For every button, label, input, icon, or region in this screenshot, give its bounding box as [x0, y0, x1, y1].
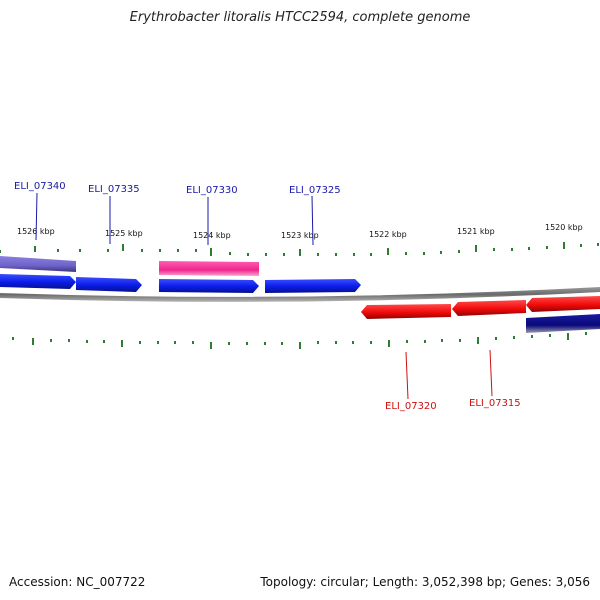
label-leader-lines: [35, 192, 493, 400]
gene-label-eli-07315[interactable]: ELI_07315: [469, 398, 521, 409]
kbp-label-1521: 1521 kbp: [457, 227, 495, 236]
gene-label-eli-07330[interactable]: ELI_07330: [186, 185, 238, 196]
accession-text: Accession: NC_007722: [9, 575, 146, 589]
kbp-label-1523: 1523 kbp: [281, 231, 319, 240]
gene-arrow-eli-07340[interactable]: [0, 274, 76, 289]
gene-label-eli-07340[interactable]: ELI_07340: [14, 181, 66, 192]
gene-arrow-pink[interactable]: [159, 261, 259, 276]
forward-tick-row: [0, 242, 599, 256]
gene-arrow-eli-07325[interactable]: [265, 279, 361, 293]
kbp-label-1520: 1520 kbp: [545, 223, 583, 232]
reverse-tick-row: [12, 332, 587, 349]
gene-label-eli-07325[interactable]: ELI_07325: [289, 185, 341, 196]
gene-label-eli-07320[interactable]: ELI_07320: [385, 401, 437, 412]
map-title: Erythrobacter litoralis HTCC2594, comple…: [129, 10, 471, 25]
topology-text: Topology: circular; Length: 3,052,398 bp…: [260, 575, 590, 589]
gene-arrow-lavender[interactable]: [0, 256, 76, 272]
kbp-label-1522: 1522 kbp: [369, 230, 407, 239]
gene-arrow-eli-07335[interactable]: [76, 277, 142, 292]
gene-arrow-navy[interactable]: [526, 314, 600, 333]
kbp-label-1525: 1525 kbp: [105, 229, 143, 238]
gene-arrow-eli-07330[interactable]: [159, 279, 259, 293]
gene-label-eli-07335[interactable]: ELI_07335: [88, 184, 140, 195]
genome-backbone: [0, 287, 600, 302]
gene-arrow-eli-07320[interactable]: [361, 304, 451, 319]
gene-arrow-eli-07315[interactable]: [452, 300, 526, 316]
gene-arrow-red-right[interactable]: [526, 296, 600, 312]
kbp-label-1524: 1524 kbp: [193, 231, 231, 240]
